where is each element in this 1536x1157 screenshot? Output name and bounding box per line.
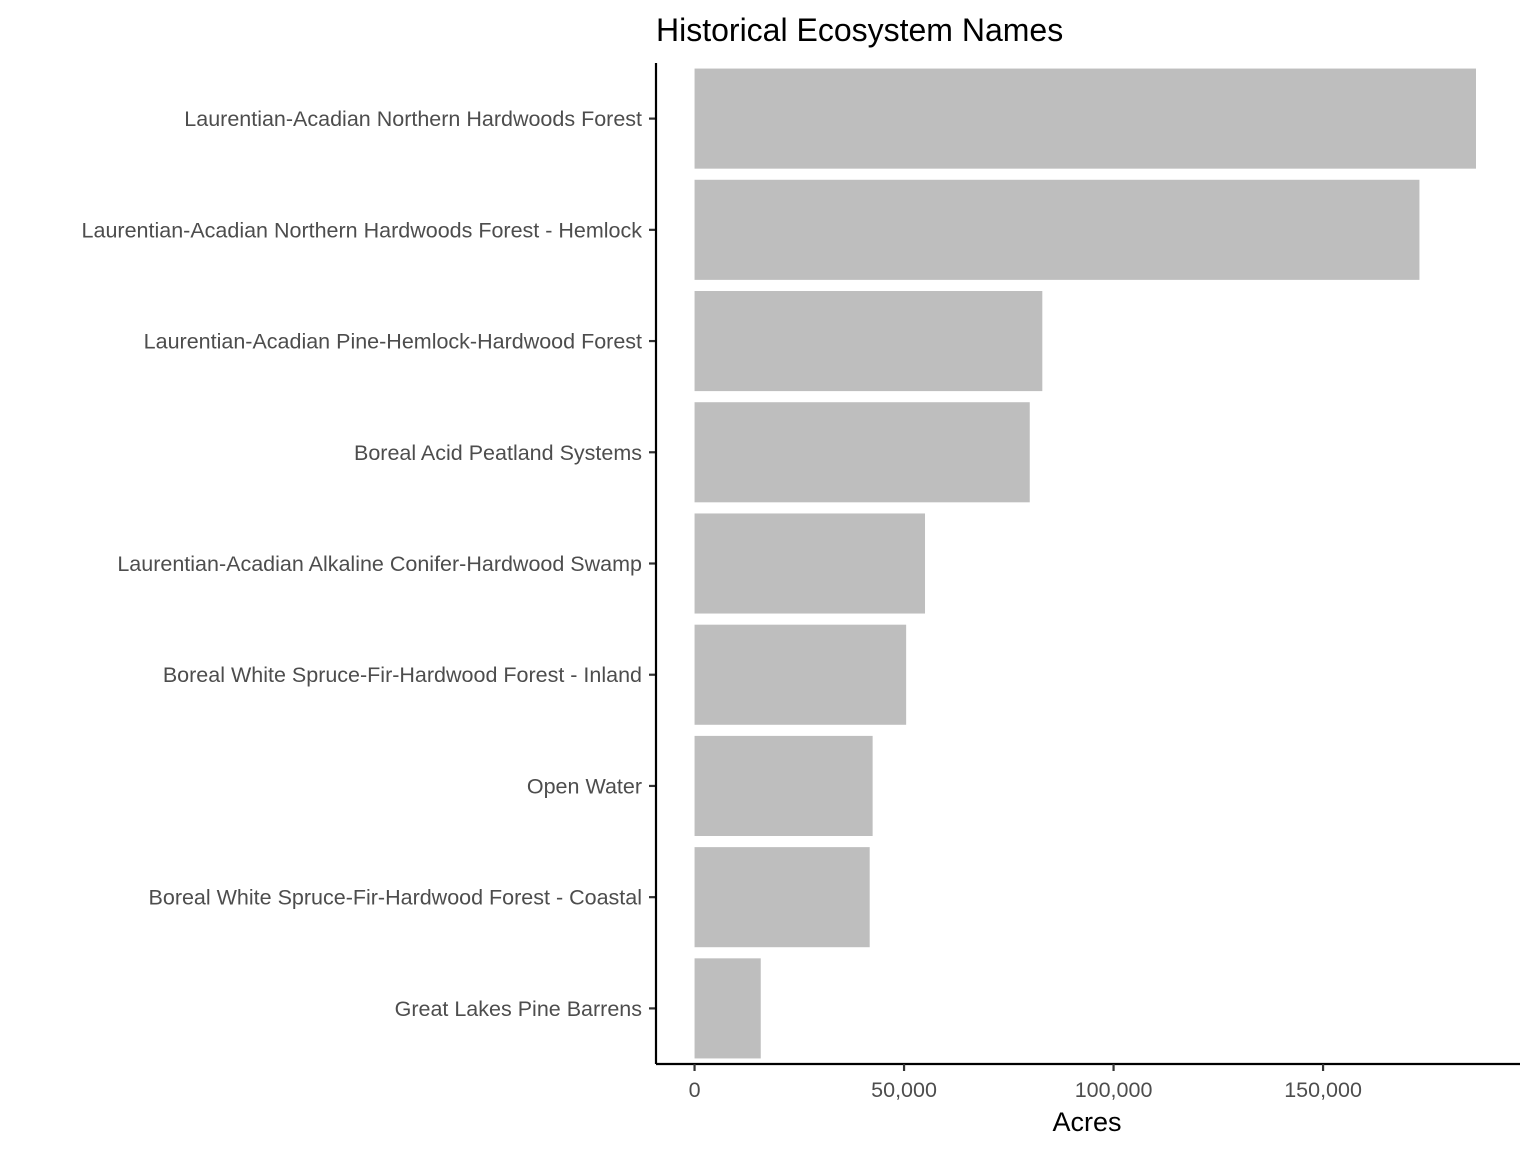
y-tick-label-3: Boreal Acid Peatland Systems	[354, 441, 642, 465]
y-tick-label-0: Laurentian-Acadian Northern Hardwoods Fo…	[184, 107, 642, 131]
y-tick-label-4: Laurentian-Acadian Alkaline Conifer-Hard…	[117, 552, 642, 576]
y-axis: Laurentian-Acadian Northern Hardwoods Fo…	[82, 63, 658, 1064]
y-tick-label-5: Boreal White Spruce-Fir-Hardwood Forest …	[163, 663, 642, 687]
bar-7	[694, 847, 870, 948]
y-tick-label-7: Boreal White Spruce-Fir-Hardwood Forest …	[149, 886, 642, 910]
x-tick-label-0: 0	[689, 1078, 701, 1102]
bar-0	[694, 68, 1477, 169]
y-tick-label-2: Laurentian-Acadian Pine-Hemlock-Hardwood…	[144, 330, 642, 354]
x-axis: 0 50,000 100,000 150,000	[656, 1062, 1520, 1102]
y-tick-label-1: Laurentian-Acadian Northern Hardwoods Fo…	[82, 218, 643, 242]
x-tick-label-1: 50,000	[871, 1078, 937, 1102]
y-tick-label-8: Great Lakes Pine Barrens	[395, 997, 642, 1021]
bar-6	[694, 735, 873, 836]
bar-5	[694, 624, 907, 725]
y-tick-label-6: Open Water	[527, 774, 642, 798]
bar-1	[694, 179, 1420, 280]
bar-4	[694, 513, 926, 614]
x-tick-label-2: 100,000	[1075, 1078, 1153, 1102]
x-axis-title: Acres	[1052, 1107, 1121, 1137]
chart-title: Historical Ecosystem Names	[656, 12, 1063, 48]
bar-3	[694, 402, 1030, 503]
x-tick-label-3: 150,000	[1284, 1078, 1362, 1102]
bar-2	[694, 291, 1043, 392]
bar-8	[694, 958, 761, 1059]
bars-layer	[694, 68, 1477, 1059]
